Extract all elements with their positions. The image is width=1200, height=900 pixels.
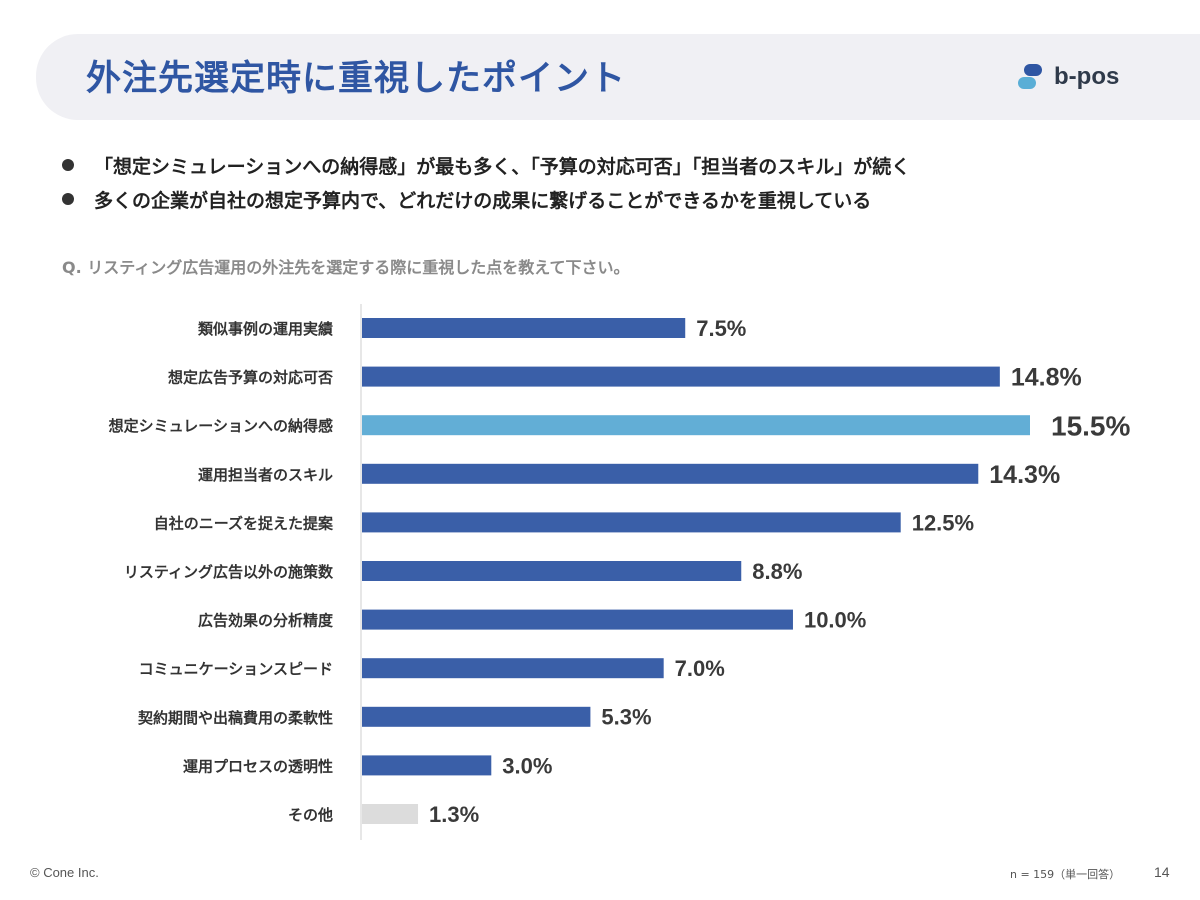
- summary-bullet-text: 多くの企業が自社の想定予算内で、どれだけの成果に繋げることができるかを重視してい…: [94, 189, 872, 212]
- value-label: 14.3%: [989, 461, 1060, 489]
- bar: [362, 755, 492, 776]
- bar: [362, 415, 1030, 436]
- logo: b-pos: [1016, 61, 1119, 93]
- logo-text: b-pos: [1054, 63, 1120, 90]
- value-label: 14.8%: [1011, 364, 1082, 392]
- bullet-dot-icon: [62, 193, 74, 205]
- value-label: 12.5%: [912, 510, 974, 535]
- value-label: 5.3%: [601, 705, 651, 730]
- bar: [362, 463, 979, 484]
- category-label: リスティング広告以外の施策数: [124, 563, 334, 581]
- bar: [362, 318, 686, 338]
- logo-mark-icon: [1016, 62, 1044, 92]
- category-label: その他: [288, 806, 333, 824]
- summary-bullet: 「想定シミュレーションへの納得感」が最も多く、「予算の対応可否」「担当者のスキル…: [62, 148, 910, 182]
- category-label: 運用担当者のスキル: [198, 466, 333, 484]
- value-label: 8.8%: [752, 559, 802, 584]
- value-label: 7.5%: [696, 316, 746, 341]
- value-label: 7.0%: [675, 656, 725, 681]
- header-band: [36, 34, 1200, 120]
- bar: [362, 804, 419, 824]
- category-label: 自社のニーズを捉えた提案: [154, 514, 334, 532]
- summary-bullet: 多くの企業が自社の想定予算内で、どれだけの成果に繋げることができるかを重視してい…: [62, 182, 910, 216]
- category-label: 運用プロセスの透明性: [183, 757, 333, 775]
- value-label: 10.0%: [804, 608, 866, 633]
- bar: [362, 512, 901, 533]
- bar: [362, 366, 1000, 387]
- bar: [362, 561, 742, 581]
- category-label: コミュニケーションスピード: [139, 660, 333, 678]
- page-number: 14: [1154, 864, 1170, 880]
- survey-question: Q. リスティング広告運用の外注先を選定する際に重視した点を教えて下さい。: [62, 258, 630, 277]
- page-title: 外注先選定時に重視したポイント: [86, 59, 627, 99]
- category-label: 契約期間や出稿費用の柔軟性: [137, 709, 333, 727]
- value-label: 3.0%: [502, 753, 552, 778]
- bar: [362, 658, 664, 679]
- value-label: 1.3%: [429, 802, 479, 827]
- bar: [362, 609, 793, 630]
- sample-size-note: n = 159（単一回答）: [1010, 868, 1121, 881]
- category-label: 想定シミュレーションへの納得感: [108, 417, 333, 435]
- summary-bullet-text: 「想定シミュレーションへの納得感」が最も多く、「予算の対応可否」「担当者のスキル…: [94, 155, 911, 178]
- category-label: 類似事例の運用実績: [197, 320, 333, 338]
- bullet-dot-icon: [62, 159, 74, 171]
- summary-bullets: 「想定シミュレーションへの納得感」が最も多く、「予算の対応可否」「担当者のスキル…: [62, 148, 910, 216]
- bar-chart: 類似事例の運用実績 7.5% 想定広告予算の対応可否 14.8% 想定シミュレーションへ…: [108, 304, 1130, 840]
- category-label: 想定広告予算の対応可否: [167, 369, 333, 387]
- value-label: 15.5%: [1051, 410, 1130, 441]
- bar: [362, 706, 591, 727]
- copyright: © Cone Inc.: [30, 865, 99, 880]
- category-label: 広告効果の分析精度: [198, 612, 334, 630]
